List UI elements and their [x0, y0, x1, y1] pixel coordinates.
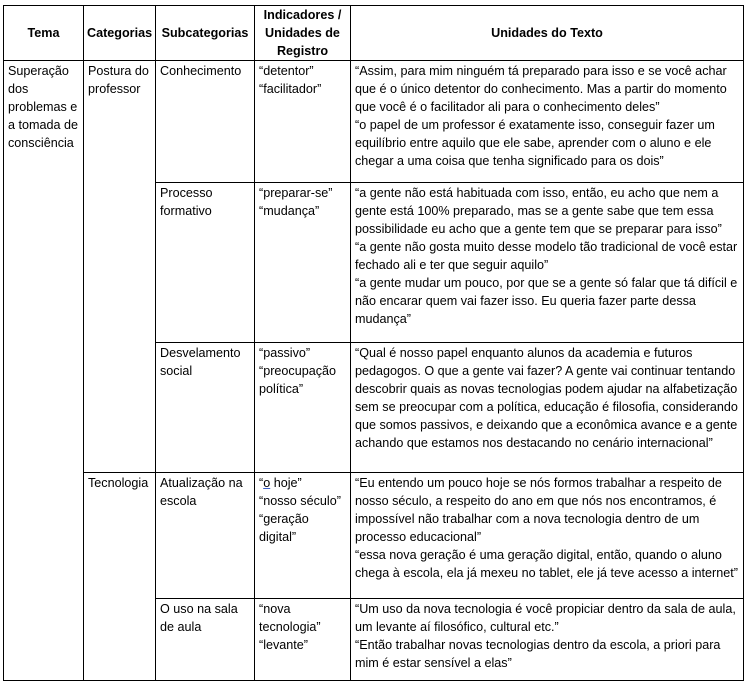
indicator: “detentor” [259, 64, 314, 78]
spellcheck-word[interactable]: o [263, 476, 271, 490]
subcategory-cell: Conhecimento [155, 60, 255, 183]
quote: “Um uso da nova tecnologia é você propic… [355, 602, 736, 634]
header-subcategorias: Subcategorias [155, 5, 255, 61]
header-tema: Tema [3, 5, 84, 61]
quote: “Então trabalhar novas tecnologias dentr… [355, 638, 721, 670]
table-row: Superação dos problemas e a tomada de co… [3, 60, 744, 681]
indicators-cell: “passivo” “preocupação política” [254, 342, 351, 473]
quotes-cell: “Assim, para mim ninguém tá preparado pa… [350, 60, 744, 183]
quotes-cell: “Um uso da nova tecnologia é você propic… [350, 598, 744, 681]
quotes-cell: “a gente não está habituada com isso, en… [350, 182, 744, 343]
quote-mark: “ [259, 476, 264, 490]
header-unidades-texto: Unidades do Texto [350, 5, 744, 61]
quote: “Assim, para mim ninguém tá preparado pa… [355, 64, 727, 114]
indicator-text: hoje” [270, 476, 302, 490]
indicator: “o hoje” [259, 474, 346, 492]
indicators-cell: “preparar-se” “mudança” [254, 182, 351, 343]
subcategory-cell: Atualização na escola [155, 472, 255, 599]
indicator: “mudança” [259, 204, 320, 218]
quotes-cell: “Eu entendo um pouco hoje se nós formos … [350, 472, 744, 599]
indicator: “nosso século” [259, 494, 341, 508]
indicator: “nova tecnologia” [259, 602, 321, 634]
indicator: “geração digital” [259, 512, 309, 544]
subcategory-cell: O uso na sala de aula [155, 598, 255, 681]
quote: “o papel de um professor é exatamente is… [355, 118, 715, 168]
indicator: “facilitador” [259, 82, 322, 96]
indicator: “preocupação política” [259, 364, 337, 396]
table-row: Tecnologia Atualização na escola “o hoje… [4, 472, 744, 681]
subcategory-cell: Processo formativo [155, 182, 255, 343]
subcategory-cell: Desvelamento social [155, 342, 255, 473]
indicators-cell: “nova tecnologia” “levante” [254, 598, 351, 681]
quote: “Qual é nosso papel enquanto alunos da a… [355, 346, 738, 450]
indicator: “passivo” [259, 346, 311, 360]
quote: “a gente não gosta muito desse modelo tã… [355, 240, 738, 272]
header-categorias: Categorias [83, 5, 156, 61]
table-row: Desvelamento social “passivo” “preocupaç… [4, 342, 744, 473]
indicator: “levante” [259, 638, 308, 652]
category-cell: Postura do professor [83, 60, 156, 473]
tema-cell: Superação dos problemas e a tomada de co… [3, 60, 84, 681]
category-cell: Tecnologia [83, 472, 156, 681]
table-row: Processo formativo “preparar-se” “mudanç… [4, 182, 744, 343]
table-row: O uso na sala de aula “nova tecnologia” … [4, 598, 744, 681]
quotes-cell: “Qual é nosso papel enquanto alunos da a… [350, 342, 744, 473]
indicators-cell: “detentor” “facilitador” [254, 60, 351, 183]
quote: “a gente mudar um pouco, por que se a ge… [355, 276, 738, 326]
quote: “Eu entendo um pouco hoje se nós formos … [355, 476, 722, 544]
indicators-cell: “o hoje” “nosso século” “geração digital… [254, 472, 351, 599]
indicator: “preparar-se” [259, 186, 333, 200]
header-row: Tema Categorias Subcategorias Indicadore… [3, 5, 744, 61]
content-analysis-table: Tema Categorias Subcategorias Indicadore… [3, 5, 744, 681]
quote: “essa nova geração é uma geração digital… [355, 548, 738, 580]
header-indicadores: Indicadores / Unidades de Registro [254, 5, 351, 61]
quote: “a gente não está habituada com isso, en… [355, 186, 722, 236]
